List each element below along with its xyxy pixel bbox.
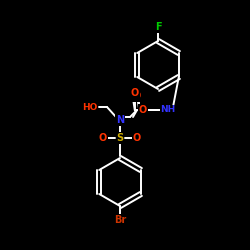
Text: O: O — [139, 105, 147, 115]
Text: HO: HO — [82, 102, 98, 112]
Text: O: O — [133, 133, 141, 143]
Text: NH: NH — [160, 106, 176, 114]
Text: S: S — [116, 133, 123, 143]
Text: N: N — [116, 115, 124, 125]
Text: O: O — [131, 88, 139, 98]
Text: Br: Br — [114, 215, 126, 225]
Text: F: F — [155, 22, 161, 32]
Text: O: O — [99, 133, 107, 143]
Text: O: O — [133, 91, 141, 101]
